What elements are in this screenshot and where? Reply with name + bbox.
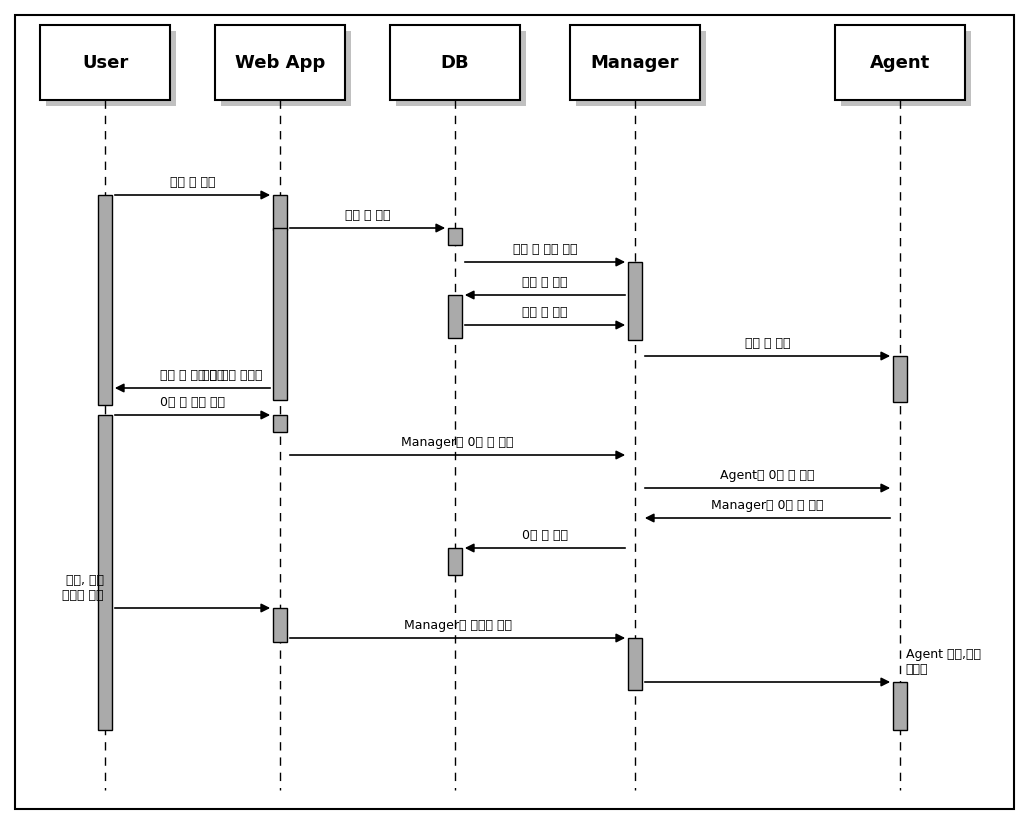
Text: User: User	[82, 54, 129, 72]
Text: Agent: Agent	[870, 54, 930, 72]
Text: 세팅 값 저장: 세팅 값 저장	[345, 209, 390, 222]
Text: 0점 값 세팅 요청: 0점 값 세팅 요청	[159, 396, 225, 409]
Text: Manager로 0점 값 요청: Manager로 0점 값 요청	[401, 436, 513, 449]
Bar	[893, 682, 907, 730]
Text: 세팅 값 전송: 세팅 값 전송	[523, 306, 568, 319]
Bar	[98, 195, 112, 405]
Text: 경보, 장애
클리어 요청: 경보, 장애 클리어 요청	[63, 574, 104, 602]
Text: Manager로 0점 값 전송: Manager로 0점 값 전송	[711, 499, 824, 512]
Text: 세팅 값 요청: 세팅 값 요청	[523, 276, 568, 289]
Bar	[273, 415, 287, 432]
Bar	[40, 25, 170, 100]
Bar	[835, 25, 965, 100]
Bar	[396, 31, 526, 106]
Text: Manager: Manager	[591, 54, 679, 72]
Bar	[576, 31, 706, 106]
Bar	[448, 295, 462, 338]
Bar	[628, 638, 642, 690]
Bar	[893, 356, 907, 402]
Text: 세팅 값 변동 알림: 세팅 값 변동 알림	[512, 243, 577, 256]
Bar	[221, 31, 351, 106]
Bar	[98, 415, 112, 730]
Text: 세팅 값 전송 리턴: 세팅 값 전송 리턴	[161, 369, 224, 382]
Text: Web App: Web App	[235, 54, 325, 72]
Text: DB: DB	[440, 54, 469, 72]
Text: 세팅 값 변경: 세팅 값 변경	[170, 176, 215, 189]
Bar	[628, 262, 642, 340]
Text: Manager로 클리어 요청: Manager로 클리어 요청	[403, 619, 511, 632]
Text: Agent 경보,장애
클리어: Agent 경보,장애 클리어	[906, 648, 981, 676]
Text: 0점 값 저장: 0점 값 저장	[522, 529, 568, 542]
Text: 세팅 확인 메시지: 세팅 확인 메시지	[203, 369, 263, 382]
Bar	[273, 228, 287, 400]
Bar	[448, 228, 462, 245]
Text: 세팅 값 세팅: 세팅 값 세팅	[745, 337, 790, 350]
Text: Agent로 0점 값 요청: Agent로 0점 값 요청	[720, 469, 815, 482]
Bar	[448, 548, 462, 575]
Bar	[273, 608, 287, 642]
Bar	[215, 25, 345, 100]
Bar	[390, 25, 520, 100]
Bar	[570, 25, 700, 100]
Bar	[46, 31, 176, 106]
Bar	[841, 31, 971, 106]
Bar	[273, 195, 287, 230]
